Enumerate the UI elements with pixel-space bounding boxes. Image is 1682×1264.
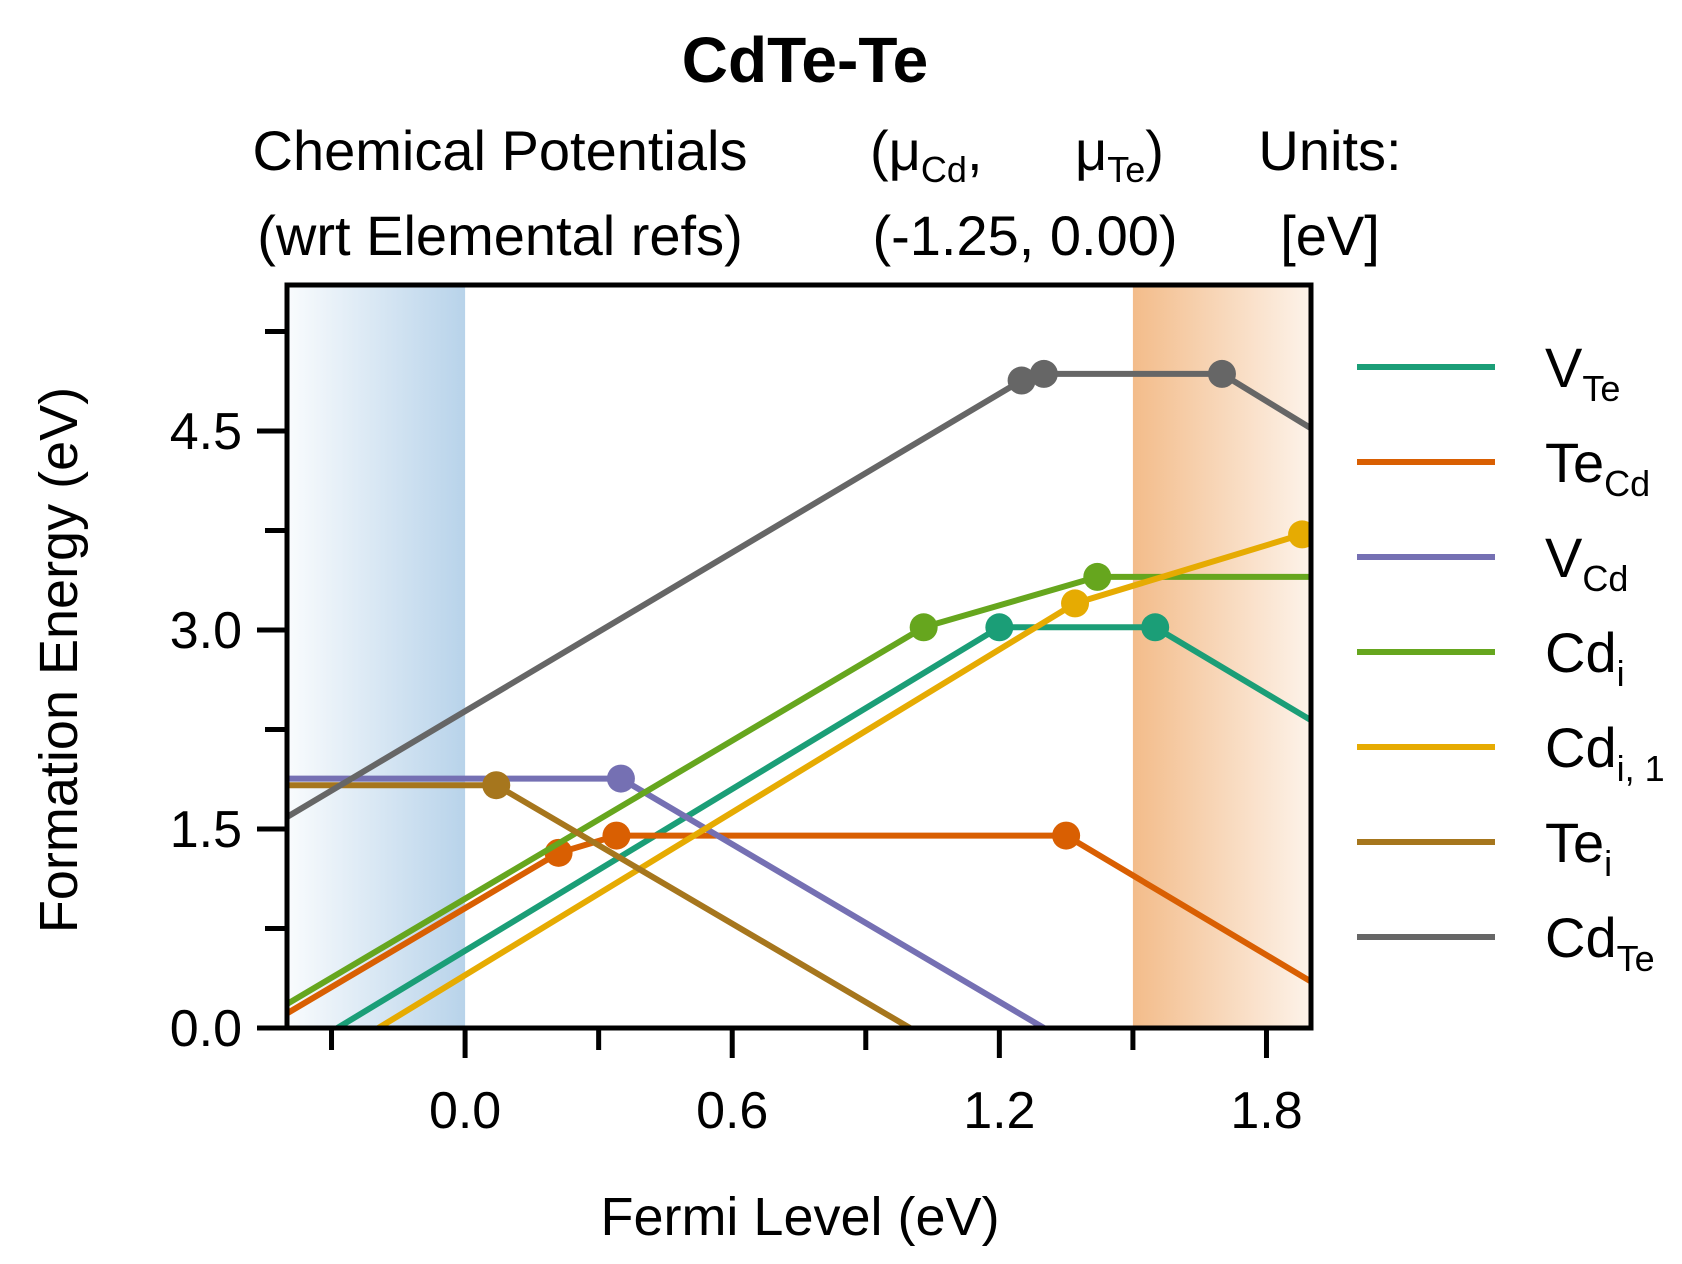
y-tick-label: 1.5 (170, 801, 242, 859)
series-2 (287, 764, 1046, 1028)
mu-te-symbol: μ (1075, 119, 1107, 182)
defect-series (287, 359, 1311, 1028)
y-tick-label: 0.0 (170, 1000, 242, 1058)
x-axis-label: Fermi Level (eV) (600, 1187, 999, 1247)
legend-item-0: VTe (1357, 336, 1620, 409)
x-tick-label: 0.6 (696, 1082, 768, 1140)
cbm-region (1132, 285, 1311, 1028)
transition-marker (606, 764, 635, 793)
legend-label: TeCd (1545, 431, 1650, 504)
legend-label: VTe (1545, 336, 1620, 409)
legend: VTe TeCd VCd Cdi Cdi, 1 Tei CdTe (1357, 336, 1665, 979)
y-tick-label: 3.0 (170, 602, 242, 660)
transition-marker (1141, 613, 1170, 642)
legend-label: Cdi, 1 (1545, 716, 1665, 789)
series-5 (287, 771, 916, 1028)
header-units-line1: Units: (1258, 119, 1401, 182)
header-chem-pot-line2: (wrt Elemental refs) (257, 204, 742, 267)
mu-separator: , (967, 119, 983, 182)
y-axis-label: Formation Energy (eV) (29, 387, 89, 933)
header-units-line2: [eV] (1280, 204, 1380, 267)
series-3 (287, 562, 1311, 1007)
mu-cd-symbol: (μ (870, 119, 921, 182)
vbm-region (287, 285, 466, 1028)
x-tick-label: 0.0 (429, 1082, 501, 1140)
legend-item-3: Cdi (1357, 621, 1625, 694)
transition-marker (1052, 821, 1081, 850)
transition-marker (1207, 359, 1236, 388)
legend-label: Cdi (1545, 621, 1625, 694)
axes: 0.0 1.5 3.0 4.5 0.0 0.6 1.2 1.8 (170, 328, 1303, 1140)
transition-marker (1288, 520, 1311, 549)
mu-close: ) (1145, 119, 1164, 182)
series-line (331, 624, 1311, 1028)
series-6 (287, 359, 1311, 820)
series-1 (287, 821, 1311, 1016)
legend-item-2: VCd (1357, 526, 1628, 599)
x-tick-label: 1.2 (963, 1082, 1035, 1140)
legend-item-5: Tei (1357, 811, 1612, 884)
transition-marker (985, 613, 1014, 642)
transition-marker (482, 771, 511, 800)
transition-marker (1061, 589, 1090, 618)
transition-marker (909, 613, 938, 642)
legend-label: VCd (1545, 526, 1628, 599)
header-chem-pot-line1: Chemical Potentials (253, 119, 748, 182)
transition-marker (1007, 366, 1036, 395)
series-4 (372, 520, 1311, 1028)
transition-marker (1083, 562, 1112, 591)
transition-marker (602, 821, 631, 850)
legend-label: CdTe (1545, 906, 1655, 979)
mu-te-subscript: Te (1107, 149, 1145, 190)
transition-marker (1029, 359, 1058, 388)
legend-item-1: TeCd (1357, 431, 1650, 504)
legend-item-6: CdTe (1357, 906, 1655, 979)
legend-item-4: Cdi, 1 (1357, 716, 1665, 789)
series-line (287, 573, 1311, 1007)
y-tick-label: 4.5 (170, 403, 242, 461)
mu-cd-subscript: Cd (921, 149, 967, 190)
header-mu-values: (-1.25, 0.00) (872, 204, 1177, 267)
x-tick-label: 1.8 (1230, 1082, 1302, 1140)
header-mu-labels: (μCd, μTe) (870, 119, 1164, 190)
chart-title: CdTe-Te (682, 24, 929, 96)
legend-label: Tei (1545, 811, 1612, 884)
plot-frame (284, 282, 1314, 1031)
series-0 (331, 613, 1311, 1028)
